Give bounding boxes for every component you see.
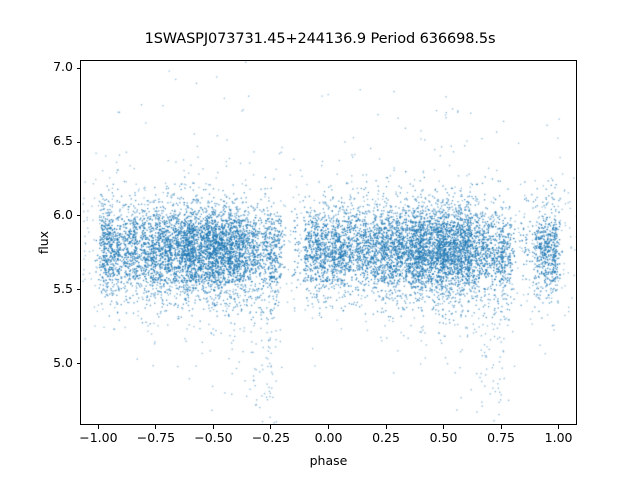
plot-axes-area bbox=[80, 60, 577, 425]
x-tick-label: −1.00 bbox=[79, 430, 118, 445]
y-tick-mark bbox=[76, 67, 80, 69]
x-tick-label: 1.00 bbox=[544, 430, 573, 445]
y-tick-mark bbox=[76, 289, 80, 291]
y-axis-label: flux bbox=[36, 230, 51, 255]
y-tick-mark bbox=[76, 215, 80, 217]
scatter-data-layer bbox=[81, 61, 576, 424]
x-tick-label: −0.75 bbox=[136, 430, 176, 445]
x-tick-mark bbox=[212, 425, 214, 429]
x-tick-label: 0.25 bbox=[372, 430, 400, 445]
chart-title: 1SWASPJ073731.45+244136.9 Period 636698.… bbox=[144, 31, 496, 47]
x-tick-mark bbox=[97, 425, 99, 429]
y-tick-label: 6.5 bbox=[53, 133, 73, 148]
y-tick-label: 5.0 bbox=[53, 354, 73, 370]
x-tick-mark bbox=[155, 425, 157, 429]
x-tick-mark bbox=[328, 425, 329, 429]
y-tick-mark bbox=[76, 141, 80, 143]
x-tick-mark bbox=[385, 425, 387, 429]
x-tick-label: −0.25 bbox=[251, 430, 291, 445]
y-tick-label: 7.0 bbox=[53, 59, 73, 75]
x-tick-mark bbox=[500, 425, 502, 429]
x-tick-label: −0.50 bbox=[194, 430, 233, 445]
x-tick-label: 0.00 bbox=[314, 430, 343, 445]
x-axis-label: phase bbox=[309, 453, 348, 468]
x-tick-label: 0.75 bbox=[487, 430, 515, 445]
y-tick-label: 6.0 bbox=[53, 206, 73, 222]
y-tick-label: 5.5 bbox=[53, 280, 73, 296]
x-tick-label: 0.50 bbox=[429, 430, 458, 445]
x-tick-mark bbox=[443, 425, 445, 429]
x-tick-mark bbox=[558, 425, 560, 429]
x-tick-mark bbox=[270, 425, 272, 429]
y-tick-mark bbox=[76, 363, 80, 365]
